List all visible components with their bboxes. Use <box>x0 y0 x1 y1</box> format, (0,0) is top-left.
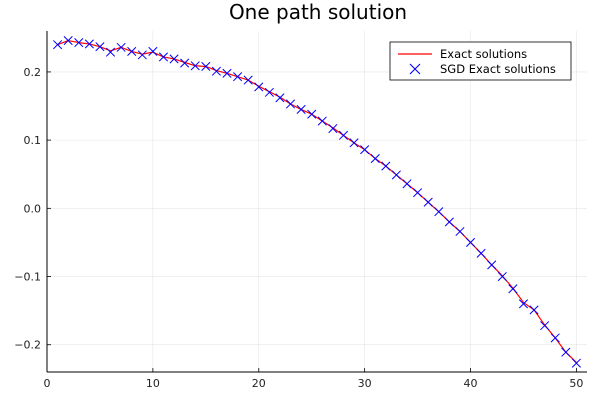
x-tick-label-3: 30 <box>358 377 372 390</box>
sgd-marker-35 <box>413 188 423 198</box>
x-tick-label-4: 40 <box>464 377 478 390</box>
x-tick-label-2: 20 <box>252 377 266 390</box>
sgd-marker-5 <box>95 42 105 52</box>
sgd-marker-41 <box>476 248 486 258</box>
sgd-marker-30 <box>360 145 370 155</box>
sgd-marker-7 <box>116 42 126 52</box>
legend-label-sgd: SGD Exact solutions <box>440 62 556 76</box>
sgd-marker-42 <box>487 260 497 270</box>
legend-label-exact: Exact solutions <box>440 47 527 61</box>
sgd-marker-10 <box>148 46 158 57</box>
sgd-marker-24 <box>296 104 306 114</box>
sgd-marker-23 <box>285 99 296 109</box>
sgd-marker-26 <box>317 116 327 126</box>
axes <box>46 31 587 373</box>
chart-title: One path solution <box>229 0 407 24</box>
sgd-marker-9 <box>137 50 147 60</box>
y-tick-label-2: 0.0 <box>24 202 42 215</box>
sgd-marker-37 <box>434 207 444 217</box>
sgd-marker-33 <box>391 170 401 180</box>
sgd-marker-11 <box>158 52 169 62</box>
sgd-marker-46 <box>529 305 539 315</box>
y-tick-label-4: 0.2 <box>24 66 42 79</box>
sgd-marker-48 <box>550 333 560 343</box>
sgd-marker-29 <box>349 138 359 148</box>
legend: Exact solutions SGD Exact solutions <box>389 41 572 81</box>
sgd-marker-1 <box>53 40 63 50</box>
sgd-marker-18 <box>233 72 243 82</box>
sgd-marker-50 <box>571 358 581 368</box>
tick-labels: 0 10 20 30 40 50 −0.2 −0.1 0.0 0.1 0.2 <box>14 66 583 390</box>
sgd-marker-34 <box>402 179 412 189</box>
sgd-marker-14 <box>190 61 200 71</box>
sgd-marker-13 <box>180 58 190 68</box>
sgd-marker-32 <box>381 161 391 171</box>
legend-x-marker <box>409 63 421 75</box>
sgd-marker-19 <box>243 75 253 85</box>
sgd-marker-45 <box>518 299 529 309</box>
sgd-marker-25 <box>307 109 317 119</box>
sgd-marker-8 <box>127 46 137 57</box>
sgd-marker-21 <box>264 87 274 97</box>
sgd-marker-27 <box>328 123 338 134</box>
sgd-marker-20 <box>254 82 264 92</box>
sgd-marker-2 <box>63 35 73 46</box>
sgd-marker-31 <box>370 153 380 164</box>
x-tick-label-1: 10 <box>146 377 160 390</box>
sgd-marker-28 <box>338 130 349 140</box>
sgd-marker-36 <box>423 197 433 207</box>
sgd-marker-47 <box>540 321 550 331</box>
sgd-marker-39 <box>455 226 465 237</box>
series-layer <box>53 35 581 368</box>
sgd-marker-44 <box>508 284 518 294</box>
sgd-marker-6 <box>105 47 116 57</box>
sgd-marker-15 <box>201 61 211 72</box>
x-tick-label-5: 50 <box>569 377 583 390</box>
x-tick-label-0: 0 <box>44 377 51 390</box>
sgd-marker-3 <box>74 38 84 48</box>
sgd-marker-16 <box>211 66 221 76</box>
sgd-marker-38 <box>444 217 454 227</box>
sgd-marker-17 <box>222 68 232 78</box>
sgd-marker-12 <box>169 54 179 64</box>
y-tick-label-3: 0.1 <box>24 134 42 147</box>
y-tick-label-1: −0.1 <box>14 271 41 284</box>
sgd-marker-22 <box>275 93 285 103</box>
sgd-marker-43 <box>497 271 507 282</box>
sgd-marker-40 <box>465 237 476 247</box>
legend-marker-sample <box>409 63 421 75</box>
y-tick-label-0: −0.2 <box>14 339 41 352</box>
sgd-marker-49 <box>561 347 571 357</box>
sgd-marker-4 <box>84 39 94 49</box>
